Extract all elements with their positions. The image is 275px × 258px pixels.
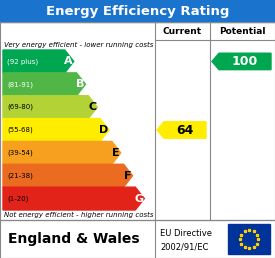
Polygon shape <box>3 164 133 187</box>
Bar <box>0 22 275 220</box>
Polygon shape <box>3 96 97 119</box>
Text: 2002/91/EC: 2002/91/EC <box>160 242 208 251</box>
Text: (39-54): (39-54) <box>7 150 33 156</box>
Bar <box>0 220 275 258</box>
Bar <box>228 224 270 254</box>
Text: C: C <box>88 102 96 112</box>
Text: (69-80): (69-80) <box>7 104 33 110</box>
Bar <box>0 220 275 258</box>
Text: Very energy efficient - lower running costs: Very energy efficient - lower running co… <box>4 42 153 48</box>
Polygon shape <box>157 122 206 138</box>
Text: 100: 100 <box>232 55 258 68</box>
Text: (92 plus): (92 plus) <box>7 58 38 65</box>
Text: (1-20): (1-20) <box>7 195 28 202</box>
Polygon shape <box>3 141 121 164</box>
Polygon shape <box>212 53 271 70</box>
Text: D: D <box>99 125 108 135</box>
Text: EU Directive: EU Directive <box>160 229 212 238</box>
Text: (81-91): (81-91) <box>7 81 33 87</box>
Text: 64: 64 <box>176 124 194 136</box>
Text: G: G <box>134 194 143 204</box>
Text: (21-38): (21-38) <box>7 172 33 179</box>
Text: Potential: Potential <box>219 27 266 36</box>
Polygon shape <box>3 119 109 141</box>
Text: (55-68): (55-68) <box>7 127 33 133</box>
Text: B: B <box>76 79 84 89</box>
Text: Not energy efficient - higher running costs: Not energy efficient - higher running co… <box>4 212 153 218</box>
Polygon shape <box>3 73 86 96</box>
Text: A: A <box>64 57 73 66</box>
Text: F: F <box>124 171 131 181</box>
Text: England & Wales: England & Wales <box>8 232 140 246</box>
Polygon shape <box>3 50 74 73</box>
Bar <box>0 0 275 22</box>
Polygon shape <box>3 187 144 210</box>
Text: Energy Efficiency Rating: Energy Efficiency Rating <box>46 4 229 18</box>
Text: E: E <box>112 148 120 158</box>
Text: Current: Current <box>163 27 202 36</box>
